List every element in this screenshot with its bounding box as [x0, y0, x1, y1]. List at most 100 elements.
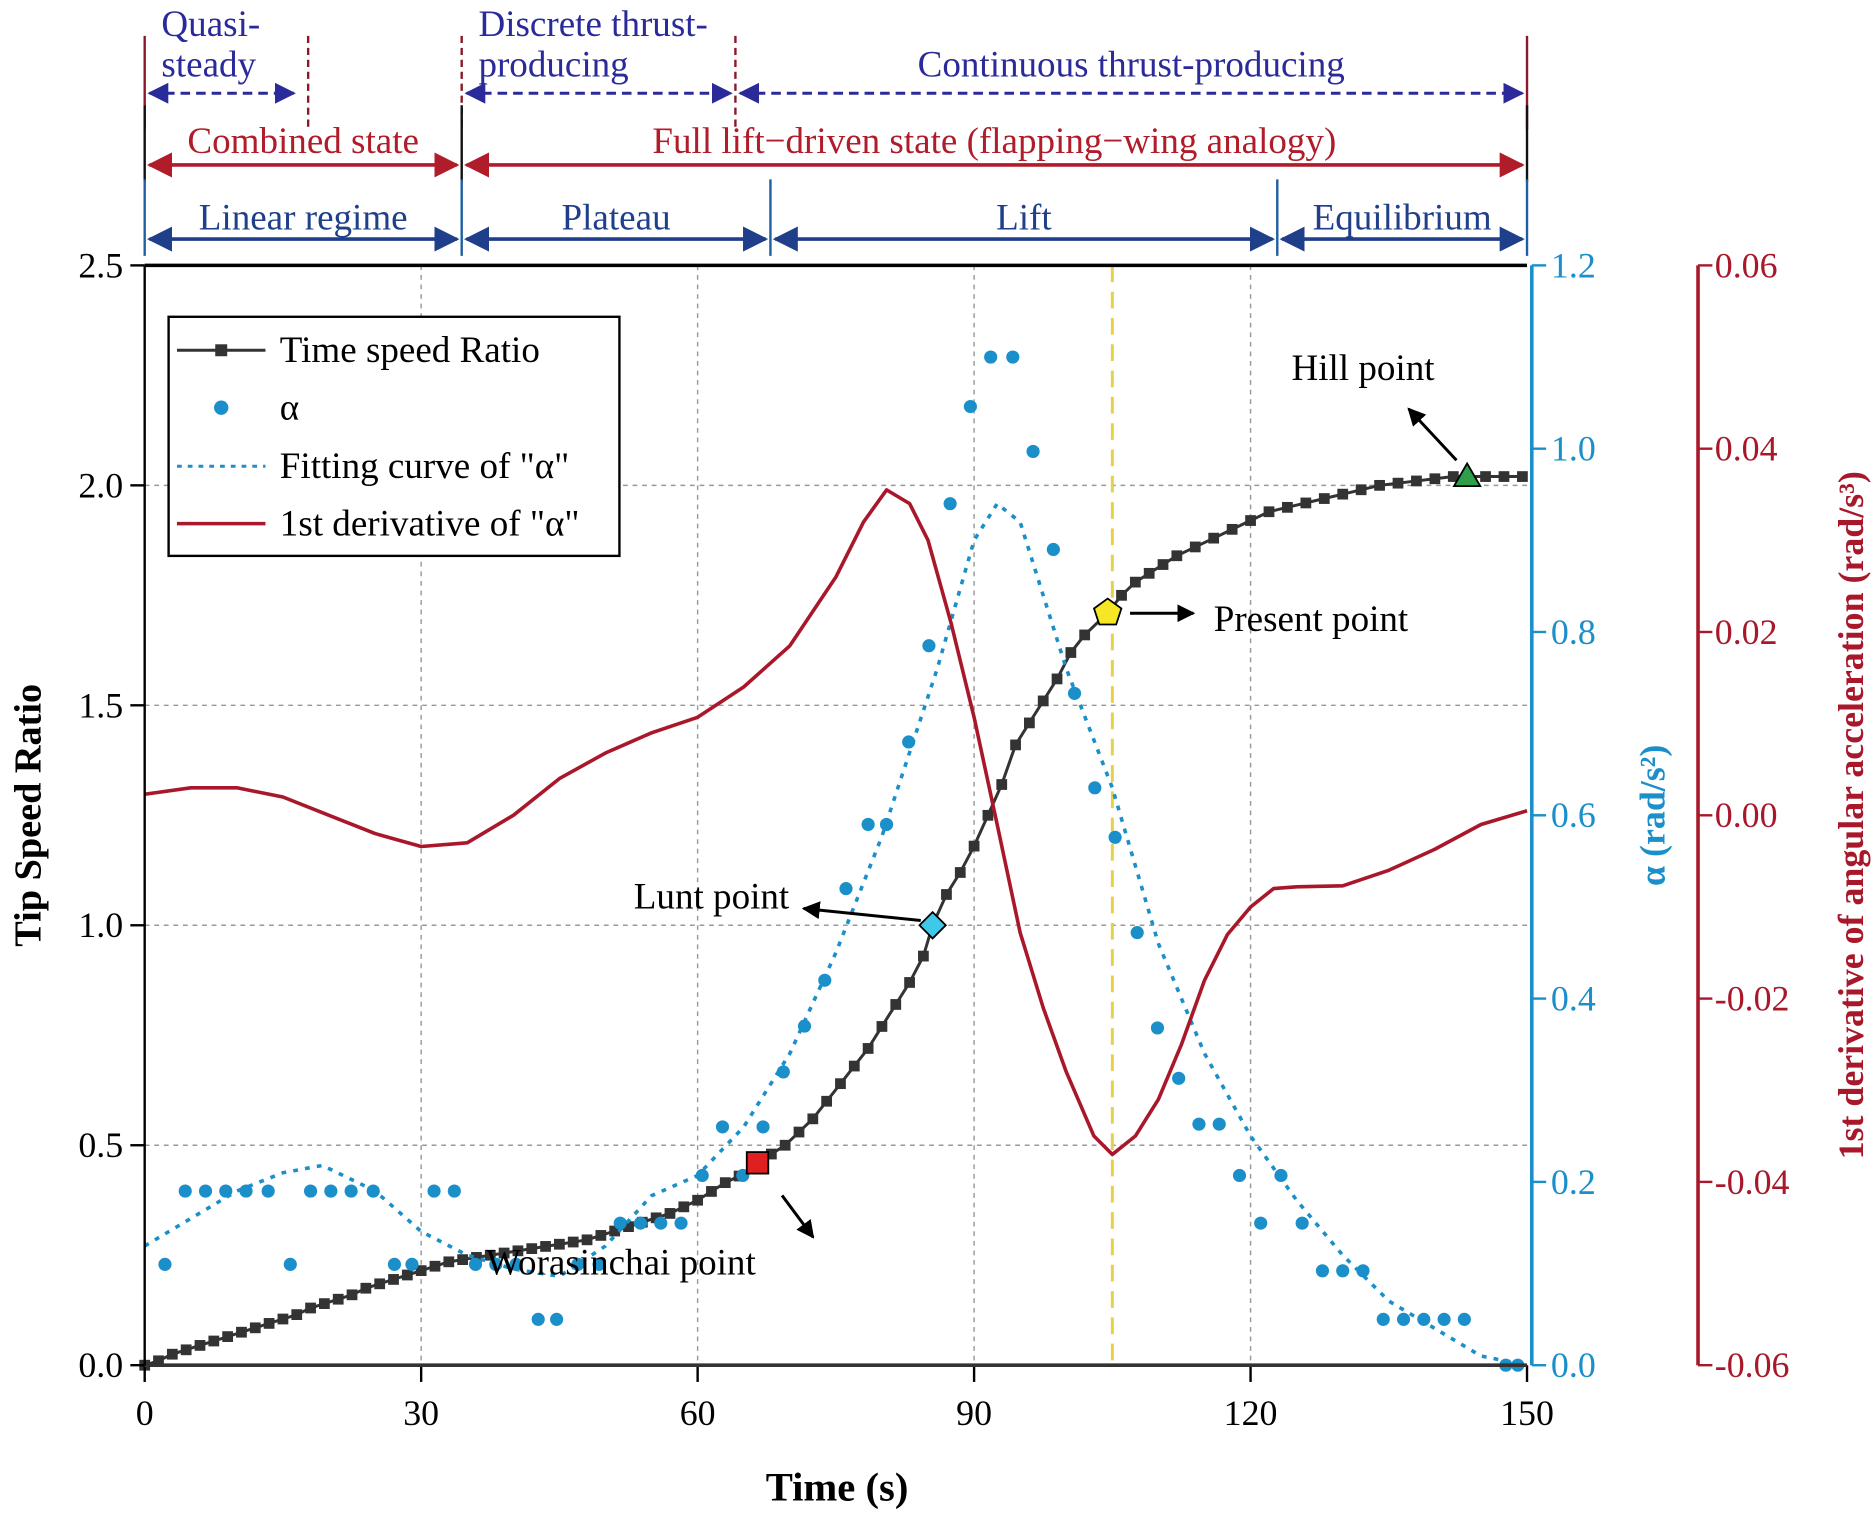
marker-worasinchai-point — [745, 1151, 770, 1175]
annotation-label: Worasinchai point — [486, 1242, 756, 1283]
alpha-point — [674, 1216, 688, 1230]
tsr-point — [471, 1252, 482, 1263]
tsr-point — [1037, 695, 1049, 707]
x-axis-label: Time (s) — [766, 1464, 909, 1509]
alpha-point — [1130, 926, 1144, 940]
tsr-point — [1079, 629, 1091, 641]
alpha-point — [531, 1312, 545, 1326]
marker-lunt-point — [918, 910, 948, 940]
alpha-point — [1336, 1264, 1350, 1278]
right2-tick-label: -0.04 — [1715, 1162, 1790, 1202]
tsr-point — [968, 840, 980, 852]
tsr-point — [595, 1230, 607, 1241]
tsr-point — [166, 1348, 178, 1360]
right1-tick-label: 0.4 — [1551, 979, 1596, 1019]
right2-tick-label: 0.00 — [1715, 795, 1778, 835]
tsr-point — [360, 1282, 372, 1294]
alpha-point — [1150, 1021, 1165, 1035]
tsr-point — [609, 1225, 621, 1237]
tsr-point — [332, 1293, 344, 1305]
marker-present-point — [1092, 597, 1123, 626]
left-tick-label: 2.0 — [78, 465, 123, 505]
left-tick-label: 1.0 — [78, 905, 123, 945]
tsr-point — [807, 1113, 819, 1125]
tsr-point — [305, 1302, 316, 1314]
phase-label: producing — [478, 45, 628, 86]
alpha-point — [158, 1257, 172, 1271]
alpha-point — [550, 1312, 564, 1326]
legend-label: α — [280, 388, 299, 429]
phase-label: Quasi- — [161, 4, 260, 45]
alpha-point — [405, 1257, 419, 1271]
tsr-point — [1245, 515, 1256, 526]
alpha-point — [1212, 1117, 1226, 1131]
alpha-point — [1088, 781, 1102, 795]
tsr-point — [401, 1269, 413, 1281]
tsr-point — [765, 1148, 777, 1160]
tsr-point — [457, 1254, 469, 1265]
alpha-point — [261, 1184, 275, 1198]
legend-box — [167, 315, 621, 558]
right1-axis-label: α (rad/s²) — [1633, 745, 1673, 886]
alpha-fit-curve — [143, 501, 1528, 1367]
alpha-point — [468, 1257, 483, 1271]
tsr-point — [1116, 589, 1127, 601]
tsr-point — [512, 1245, 524, 1257]
tsr-point — [1447, 471, 1459, 482]
tsr-point — [1226, 523, 1238, 535]
left-tick-label: 1.5 — [78, 685, 123, 725]
legend-label: 1st derivative of "α" — [280, 504, 580, 545]
right2-tick-label: 0.06 — [1715, 245, 1778, 285]
alpha-point — [283, 1257, 297, 1271]
phase-label: Linear regime — [199, 198, 408, 239]
alpha-point — [943, 497, 957, 511]
tsr-point — [443, 1256, 455, 1268]
tsr-point — [1051, 673, 1063, 685]
tsr-point — [719, 1177, 731, 1189]
tsr-point — [319, 1298, 330, 1309]
right2-tick-label: -0.06 — [1715, 1345, 1790, 1385]
legend-label: Fitting curve of "α" — [280, 446, 569, 487]
alpha-point — [613, 1216, 627, 1230]
tsr-line — [144, 475, 1523, 1367]
alpha-point — [879, 817, 894, 832]
alpha-point — [818, 973, 832, 987]
tsr-point — [918, 950, 929, 962]
alpha-point — [509, 1257, 523, 1271]
tsr-point — [1157, 559, 1169, 570]
tsr-point — [793, 1126, 805, 1138]
alpha-point — [1046, 542, 1060, 557]
tsr-point — [678, 1201, 690, 1213]
right2-tick-label: 0.02 — [1715, 612, 1778, 652]
phase-label: Combined state — [187, 121, 419, 162]
tsr-point — [1374, 479, 1385, 491]
tsr-point — [415, 1265, 427, 1276]
tsr-point — [1392, 477, 1404, 489]
tsr-point — [1171, 550, 1183, 562]
alpha-point — [1315, 1264, 1330, 1278]
alpha-point — [1396, 1312, 1411, 1326]
right2-tick-label: 0.04 — [1715, 429, 1778, 469]
tsr-point — [982, 809, 994, 821]
alpha-point — [198, 1184, 213, 1198]
annotation-arrow — [801, 901, 921, 922]
tsr-point — [581, 1234, 593, 1246]
tsr-point — [954, 867, 966, 878]
x-tick-label: 60 — [680, 1393, 716, 1433]
alpha-point — [1417, 1312, 1431, 1326]
tsr-point — [1263, 506, 1275, 518]
alpha-point — [1172, 1071, 1186, 1085]
alpha-point — [324, 1184, 338, 1198]
derivative-curve — [144, 488, 1528, 1157]
alpha-point — [633, 1216, 648, 1230]
tsr-point — [1024, 717, 1035, 729]
tsr-point — [1517, 471, 1528, 482]
right2-tick-label: -0.02 — [1715, 979, 1790, 1019]
tsr-point — [374, 1278, 386, 1290]
tsr-point — [692, 1194, 704, 1206]
tsr-point — [222, 1331, 234, 1342]
tsr-point — [180, 1344, 192, 1356]
tsr-point — [1065, 647, 1077, 658]
phase-label: Plateau — [562, 198, 671, 239]
